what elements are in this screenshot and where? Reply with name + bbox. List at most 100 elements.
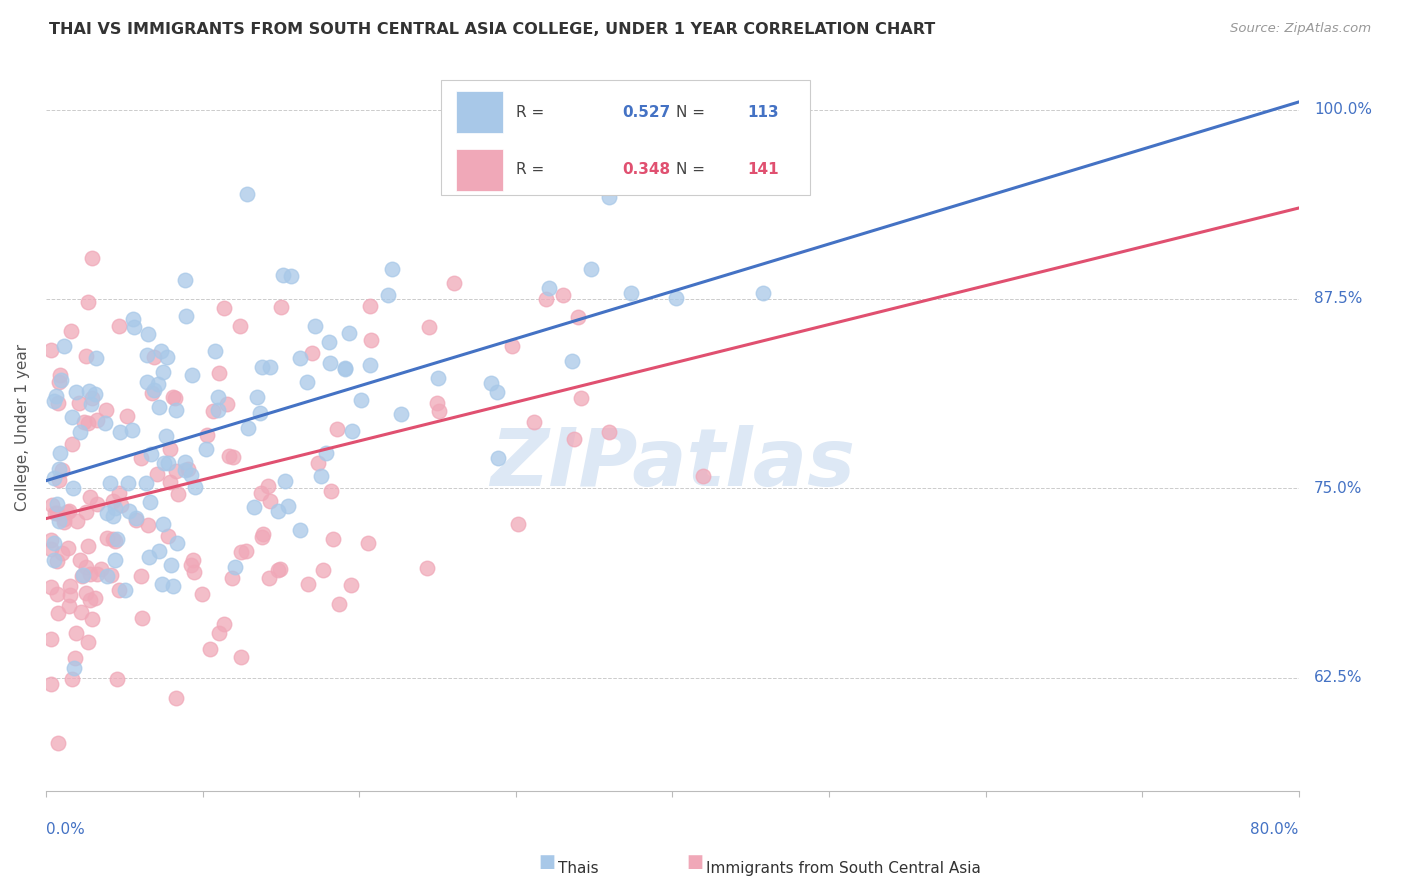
Point xyxy=(181,553,204,567)
Point xyxy=(45,587,67,601)
Point xyxy=(598,425,620,440)
Point xyxy=(208,367,231,381)
Point xyxy=(297,576,319,591)
Point xyxy=(579,262,602,277)
Point xyxy=(104,501,127,516)
Point xyxy=(443,277,465,291)
Point xyxy=(217,397,239,411)
Point xyxy=(269,562,291,576)
Point xyxy=(159,475,181,489)
Point xyxy=(150,344,173,359)
Point xyxy=(537,281,560,295)
Point xyxy=(235,544,257,558)
Point xyxy=(152,365,174,379)
Point xyxy=(75,586,97,600)
Point xyxy=(86,412,108,426)
Point xyxy=(60,409,83,424)
Point xyxy=(501,339,523,353)
Point xyxy=(326,422,349,436)
Point xyxy=(146,376,169,391)
Point xyxy=(121,423,143,437)
Point xyxy=(49,368,72,382)
Point xyxy=(79,567,101,582)
Point xyxy=(259,494,281,508)
Point xyxy=(214,617,236,632)
Point xyxy=(183,565,205,579)
Point xyxy=(135,476,157,491)
Point xyxy=(104,534,127,549)
Point xyxy=(101,509,124,524)
Point xyxy=(49,446,72,460)
Point xyxy=(236,186,259,201)
Point xyxy=(122,311,145,326)
Bar xyxy=(456,91,503,133)
Point xyxy=(259,359,281,374)
Point xyxy=(108,582,131,597)
Point xyxy=(86,497,108,511)
Point xyxy=(418,320,440,334)
Point xyxy=(506,517,529,532)
Point xyxy=(131,611,153,625)
Point xyxy=(56,541,79,555)
Point xyxy=(173,455,195,469)
Point xyxy=(333,362,356,376)
Point xyxy=(51,546,73,560)
Point xyxy=(174,463,197,477)
Point xyxy=(315,446,337,460)
Point xyxy=(75,559,97,574)
Point xyxy=(692,468,714,483)
Point xyxy=(98,476,121,491)
Point xyxy=(295,375,318,389)
Point xyxy=(561,353,583,368)
Point xyxy=(72,567,94,582)
Point xyxy=(752,285,775,300)
Point xyxy=(42,471,65,485)
Text: ■: ■ xyxy=(538,854,555,871)
Point xyxy=(249,406,271,420)
Point xyxy=(42,394,65,409)
Point xyxy=(301,346,323,360)
Point xyxy=(139,495,162,509)
Point xyxy=(426,370,449,384)
Point xyxy=(335,360,357,375)
Point xyxy=(273,268,295,282)
Point xyxy=(69,425,91,439)
Point xyxy=(138,326,160,341)
Point xyxy=(44,506,66,520)
Point xyxy=(42,535,65,549)
Point xyxy=(59,588,82,602)
Point xyxy=(96,402,118,417)
Text: ZIPatlas: ZIPatlas xyxy=(489,425,855,503)
Point xyxy=(75,505,97,519)
Point xyxy=(224,560,246,574)
Point xyxy=(426,396,449,410)
Point xyxy=(129,569,152,583)
Point xyxy=(359,299,381,313)
Point xyxy=(139,447,162,461)
Point xyxy=(143,383,166,397)
Point xyxy=(252,526,274,541)
Point xyxy=(416,561,439,575)
Point xyxy=(307,456,329,470)
Point xyxy=(337,326,360,340)
Point xyxy=(162,390,184,404)
Point xyxy=(79,593,101,607)
Point xyxy=(125,511,148,525)
Y-axis label: College, Under 1 year: College, Under 1 year xyxy=(15,344,30,511)
Point xyxy=(479,376,502,390)
Point xyxy=(41,580,63,594)
Point xyxy=(66,514,89,528)
Point xyxy=(73,415,96,429)
Point xyxy=(155,429,177,443)
Point xyxy=(567,310,589,325)
Point xyxy=(229,318,252,333)
Point xyxy=(41,499,63,513)
Point xyxy=(184,480,207,494)
Point xyxy=(77,295,100,310)
Point xyxy=(103,532,125,546)
Point xyxy=(204,343,226,358)
Point xyxy=(165,691,187,706)
Point xyxy=(208,625,231,640)
Point xyxy=(143,350,166,364)
Point xyxy=(156,456,179,470)
